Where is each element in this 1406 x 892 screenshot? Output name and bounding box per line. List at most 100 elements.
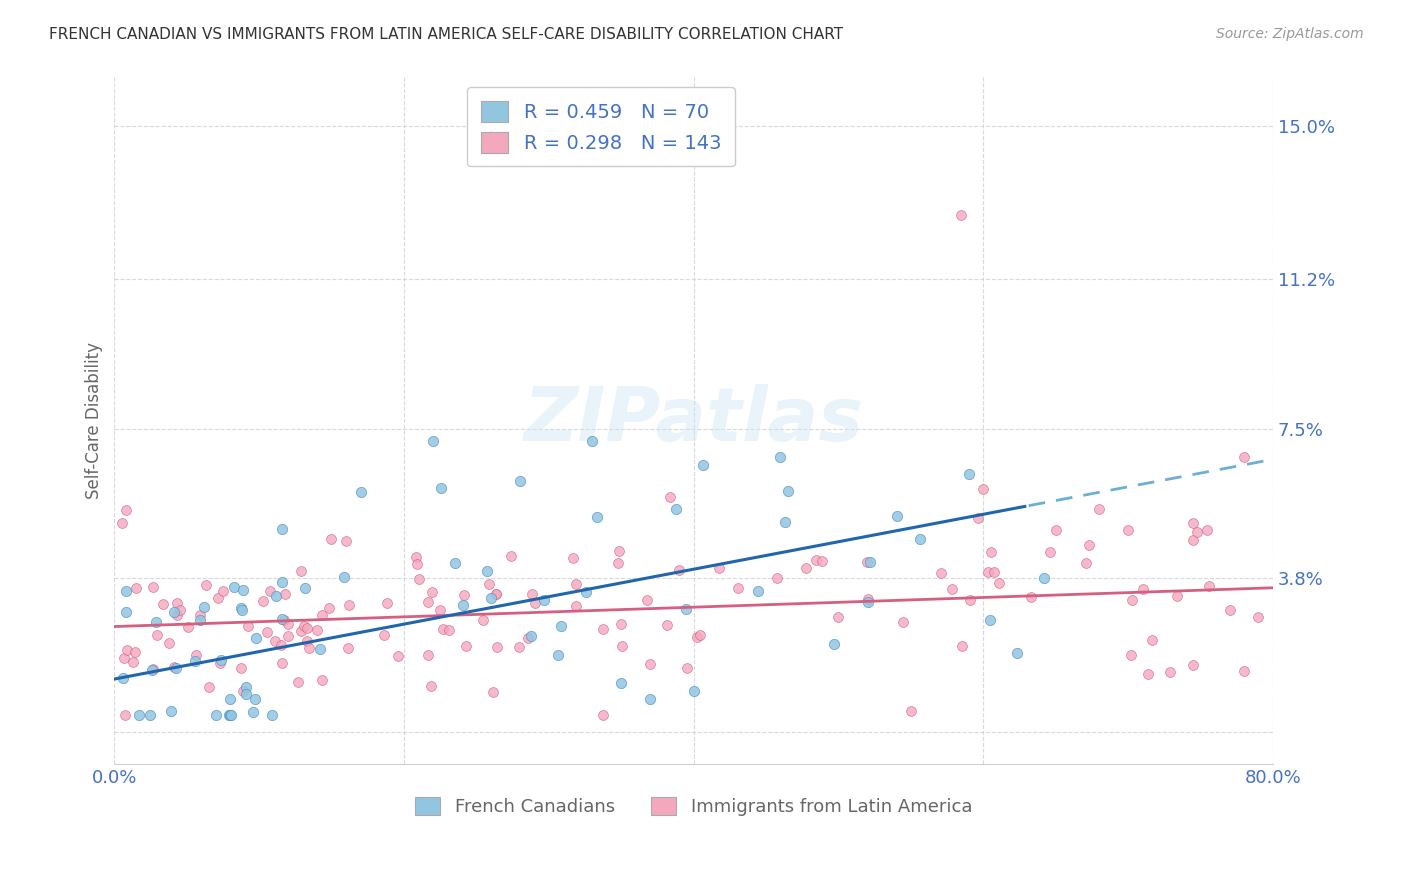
- Point: [232, 582, 254, 597]
- Point: [516, 631, 538, 645]
- Point: [231, 603, 253, 617]
- Point: [124, 645, 146, 659]
- Point: [1159, 665, 1181, 679]
- Point: [950, 208, 973, 222]
- Point: [765, 571, 787, 585]
- Point: [610, 676, 633, 690]
- Point: [638, 692, 661, 706]
- Point: [987, 576, 1010, 591]
- Point: [941, 582, 963, 596]
- Point: [586, 509, 609, 524]
- Point: [277, 616, 299, 631]
- Point: [375, 596, 398, 610]
- Point: [405, 550, 427, 565]
- Point: [193, 600, 215, 615]
- Point: [311, 673, 333, 687]
- Point: [197, 680, 219, 694]
- Point: [121, 656, 143, 670]
- Point: [979, 613, 1001, 627]
- Point: [443, 556, 465, 570]
- Point: [1032, 571, 1054, 585]
- Point: [959, 593, 981, 607]
- Point: [432, 622, 454, 636]
- Point: [1197, 524, 1219, 538]
- Point: [1142, 632, 1164, 647]
- Point: [886, 509, 908, 524]
- Point: [976, 565, 998, 579]
- Point: [900, 704, 922, 718]
- Point: [972, 483, 994, 497]
- Point: [675, 660, 697, 674]
- Point: [242, 705, 264, 719]
- Point: [522, 586, 544, 600]
- Point: [1039, 545, 1062, 559]
- Point: [668, 563, 690, 577]
- Point: [145, 615, 167, 630]
- Point: [607, 557, 630, 571]
- Point: [1185, 525, 1208, 540]
- Point: [259, 584, 281, 599]
- Point: [430, 481, 453, 495]
- Point: [112, 671, 135, 685]
- Point: [295, 634, 318, 648]
- Point: [682, 684, 704, 698]
- Point: [609, 616, 631, 631]
- Point: [209, 653, 232, 667]
- Point: [1121, 593, 1143, 607]
- Point: [115, 503, 138, 517]
- Point: [256, 625, 278, 640]
- Point: [485, 587, 508, 601]
- Point: [547, 648, 569, 662]
- Point: [219, 708, 242, 723]
- Point: [188, 608, 211, 623]
- Point: [659, 490, 682, 504]
- Point: [142, 581, 165, 595]
- Point: [309, 641, 332, 656]
- Point: [166, 596, 188, 610]
- Point: [333, 569, 356, 583]
- Point: [655, 618, 678, 632]
- Point: [245, 631, 267, 645]
- Point: [561, 551, 583, 566]
- Text: FRENCH CANADIAN VS IMMIGRANTS FROM LATIN AMERICA SELF-CARE DISABILITY CORRELATIO: FRENCH CANADIAN VS IMMIGRANTS FROM LATIN…: [49, 27, 844, 42]
- Point: [211, 584, 233, 599]
- Point: [856, 555, 879, 569]
- Point: [499, 549, 522, 563]
- Point: [456, 639, 478, 653]
- Point: [252, 594, 274, 608]
- Point: [1219, 603, 1241, 617]
- Point: [439, 624, 461, 638]
- Point: [114, 708, 136, 723]
- Point: [373, 627, 395, 641]
- Point: [298, 641, 321, 656]
- Point: [1182, 533, 1205, 547]
- Point: [1116, 523, 1139, 537]
- Point: [1074, 557, 1097, 571]
- Point: [453, 589, 475, 603]
- Point: [141, 664, 163, 678]
- Point: [1182, 516, 1205, 530]
- Point: [524, 596, 547, 610]
- Point: [219, 708, 242, 723]
- Legend: French Canadians, Immigrants from Latin America: French Canadians, Immigrants from Latin …: [408, 789, 980, 823]
- Point: [429, 602, 451, 616]
- Point: [472, 613, 495, 627]
- Point: [419, 680, 441, 694]
- Point: [273, 614, 295, 628]
- Point: [229, 660, 252, 674]
- Point: [747, 584, 769, 599]
- Point: [692, 458, 714, 473]
- Point: [169, 603, 191, 617]
- Point: [1233, 664, 1256, 678]
- Point: [1088, 502, 1111, 516]
- Point: [686, 631, 709, 645]
- Point: [509, 474, 531, 488]
- Point: [508, 640, 530, 655]
- Point: [112, 650, 135, 665]
- Point: [157, 636, 180, 650]
- Point: [166, 608, 188, 623]
- Point: [218, 708, 240, 723]
- Point: [111, 516, 134, 531]
- Point: [486, 640, 509, 655]
- Point: [270, 638, 292, 652]
